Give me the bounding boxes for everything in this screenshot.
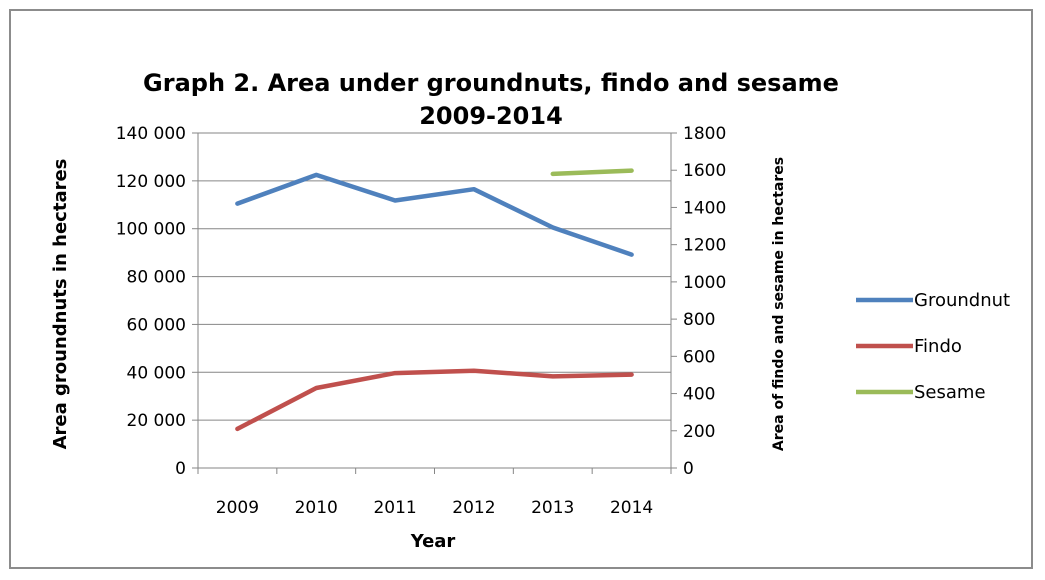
y-left-tick-label: 60 000 [127,315,186,335]
x-tick-label: 2012 [452,498,495,518]
y-axis-right-ticks: 0 200 400 600 800 1000 1200 1400 1600 1800 [683,124,726,479]
y-left-tick-label: 140 000 [116,124,186,144]
series-lines [235,168,634,432]
chart-title: Graph 2. Area under groundnuts, findo an… [143,69,839,130]
y-right-tick-label: 800 [683,310,715,330]
y-left-tick-label: 100 000 [116,220,186,240]
chart-title-line-2: 2009-2014 [419,102,563,130]
y-right-tick-label: 200 [683,422,715,442]
series-line-groundnut [235,172,634,257]
chart: Graph 2. Area under groundnuts, findo an… [50,69,1010,552]
x-axis-label: Year [410,531,456,552]
x-tick-label: 2010 [295,498,338,518]
chart-frame: Graph 2. Area under groundnuts, findo an… [9,9,1033,569]
y-axis-left-label: Area groundnuts in hectares [50,159,71,450]
x-tick-label: 2009 [216,498,259,518]
legend-label-groundnut: Groundnut [914,290,1010,311]
chart-title-line-1: Graph 2. Area under groundnuts, findo an… [143,69,839,97]
legend: Groundnut Findo Sesame [856,290,1010,403]
y-right-tick-label: 600 [683,347,715,367]
x-tick-label: 2014 [610,498,653,518]
y-axis-left-ticks: 0 20 000 40 000 60 000 80 000 100 000 120 000 1… [116,124,186,479]
x-axis-ticks: 2009 2010 2011 2012 2013 2014 [216,498,653,518]
y-left-tick-label: 40 000 [127,363,186,383]
y-right-tick-label: 400 [683,385,715,405]
y-left-tick-label: 80 000 [127,268,186,288]
y-right-tick-label: 1000 [683,273,726,293]
y-right-tick-label: 0 [683,459,694,479]
legend-label-findo: Findo [914,336,962,357]
y-right-tick-label: 1600 [683,161,726,181]
y-axis-right-label: Area of findo and sesame in hectares [771,157,787,451]
series-line-findo [235,368,634,432]
y-right-tick-label: 1800 [683,124,726,144]
legend-label-sesame: Sesame [914,382,986,403]
y-left-tick-label: 0 [175,459,186,479]
series-line-sesame [550,168,634,177]
y-right-tick-label: 1400 [683,198,726,218]
gridlines [198,132,671,421]
y-left-tick-label: 20 000 [127,411,186,431]
axes [192,132,677,474]
x-tick-label: 2013 [531,498,574,518]
y-left-tick-label: 120 000 [116,172,186,192]
x-tick-label: 2011 [373,498,416,518]
y-right-tick-label: 1200 [683,236,726,256]
